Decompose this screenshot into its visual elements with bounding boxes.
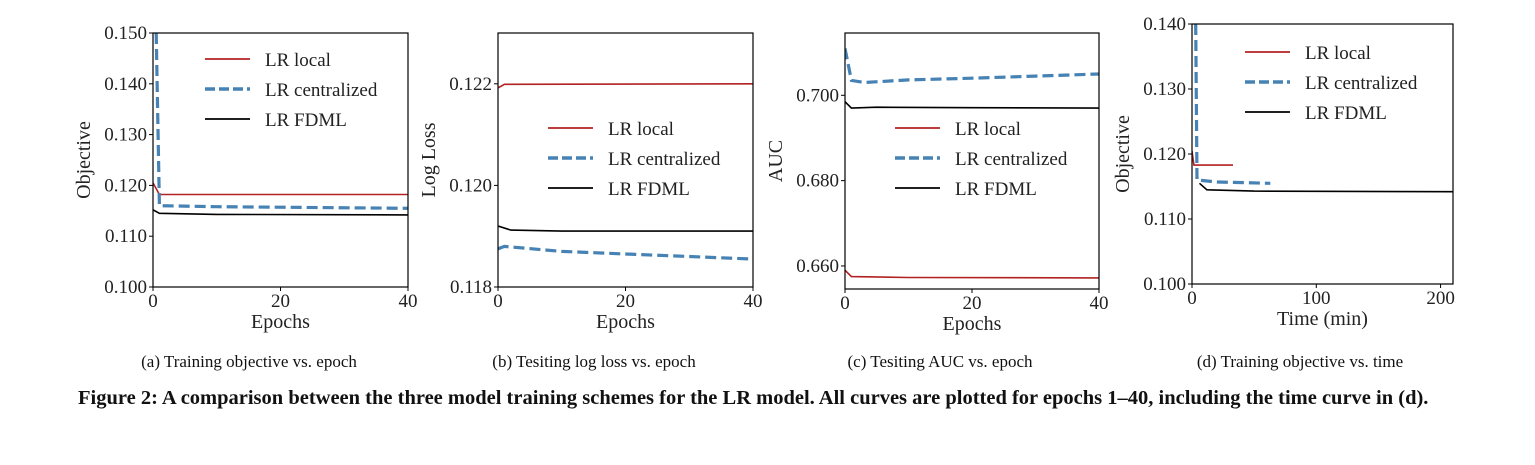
legend: LR local LR centralized LR FDML <box>1245 43 1418 124</box>
x-tick-label: 40 <box>1090 293 1109 314</box>
y-tick-label: 0.120 <box>104 175 147 196</box>
y-tick-label: 0.680 <box>796 171 839 192</box>
y-tick-label: 0.100 <box>1143 274 1186 295</box>
series-line-lr-centralized <box>845 48 1099 85</box>
series-line-lr-centralized <box>154 33 408 210</box>
series-line-lr-local <box>153 182 408 196</box>
legend: LR local LR centralized LR FDML <box>548 119 721 200</box>
y-axis-label: AUC <box>765 140 787 182</box>
y-tick-label: 0.150 <box>104 23 147 44</box>
legend-label: LR FDML <box>1305 103 1387 124</box>
y-tick-label: 0.110 <box>1144 209 1186 230</box>
legend-label: LR centralized <box>955 149 1068 170</box>
y-tick-label: 0.140 <box>1143 14 1186 35</box>
x-tick-label: 100 <box>1302 288 1331 309</box>
x-tick-label: 40 <box>744 291 763 312</box>
figure-caption: Figure 2: A comparison between the three… <box>78 387 1429 409</box>
x-axis-label: Epochs <box>596 311 655 333</box>
x-tick-label: 20 <box>271 291 290 312</box>
legend-label: LR local <box>608 119 674 140</box>
series-line-lr-local <box>498 83 753 89</box>
y-axis-label: Objective <box>73 121 95 199</box>
chart-b: 0 20 40 0.118 0.120 0.122 Epochs Log Loss LR loc… <box>418 32 763 333</box>
y-axis-label: Log Loss <box>418 122 440 197</box>
series-line-lr-local <box>1192 150 1233 166</box>
subcaption-d: (d) Training objective vs. time <box>1196 352 1404 371</box>
series-line-lr-fdml <box>153 209 408 216</box>
y-axis-label: Objective <box>1112 115 1134 193</box>
legend-label: LR FDML <box>265 110 347 131</box>
x-tick-label: 0 <box>493 291 503 312</box>
y-tick-label: 0.110 <box>105 226 147 247</box>
x-tick-label: 0 <box>1187 288 1197 309</box>
chart-d: 0 100 200 0.100 0.110 0.120 0.130 0.140 Time (mi… <box>1112 14 1455 330</box>
series-line-lr-fdml <box>845 101 1099 109</box>
x-axis-label: Epochs <box>251 311 310 333</box>
y-tick-label: 0.122 <box>449 74 492 95</box>
series-line-lr-centralized <box>498 244 753 261</box>
subcaption-a: (a) Training objective vs. epoch <box>141 352 357 371</box>
y-tick-label: 0.140 <box>104 74 147 95</box>
subcaption-b: (b) Tesiting log loss vs. epoch <box>492 352 696 371</box>
legend-label: LR centralized <box>1305 73 1418 94</box>
y-tick-label: 0.130 <box>1143 79 1186 100</box>
legend: LR local LR centralized LR FDML <box>205 50 378 131</box>
x-axis-label: Epochs <box>943 313 1002 335</box>
legend-label: LR centralized <box>608 149 721 170</box>
series-line-lr-centralized <box>1194 24 1271 185</box>
x-tick-label: 0 <box>148 291 158 312</box>
legend-label: LR local <box>955 119 1021 140</box>
legend-label: LR local <box>1305 43 1371 64</box>
x-tick-label: 20 <box>963 293 982 314</box>
y-tick-label: 0.100 <box>104 277 147 298</box>
y-tick-label: 0.130 <box>104 125 147 146</box>
legend-label: LR centralized <box>265 80 378 101</box>
legend-label: LR local <box>265 50 331 71</box>
y-tick-label: 0.120 <box>1143 144 1186 165</box>
x-axis-label: Time (min) <box>1277 308 1368 330</box>
x-tick-label: 0 <box>840 293 850 314</box>
series-line-lr-fdml <box>1198 182 1453 193</box>
series-line-lr-fdml <box>498 225 753 232</box>
y-tick-label: 0.120 <box>449 175 492 196</box>
subcaption-c: (c) Tesiting AUC vs. epoch <box>847 352 1033 371</box>
y-tick-label: 0.118 <box>450 277 492 298</box>
legend-label: LR FDML <box>955 179 1037 200</box>
series-line-lr-local <box>845 269 1099 279</box>
x-tick-label: 40 <box>399 291 418 312</box>
y-tick-label: 0.660 <box>796 256 839 277</box>
y-tick-label: 0.700 <box>796 85 839 106</box>
x-tick-label: 20 <box>616 291 635 312</box>
legend: LR local LR centralized LR FDML <box>895 119 1068 200</box>
plot-frame <box>152 32 409 288</box>
x-tick-label: 200 <box>1426 288 1455 309</box>
chart-a: 0 20 40 0.100 0.110 0.120 0.130 0.140 0.150 Epoch… <box>73 23 418 333</box>
legend-label: LR FDML <box>608 179 690 200</box>
